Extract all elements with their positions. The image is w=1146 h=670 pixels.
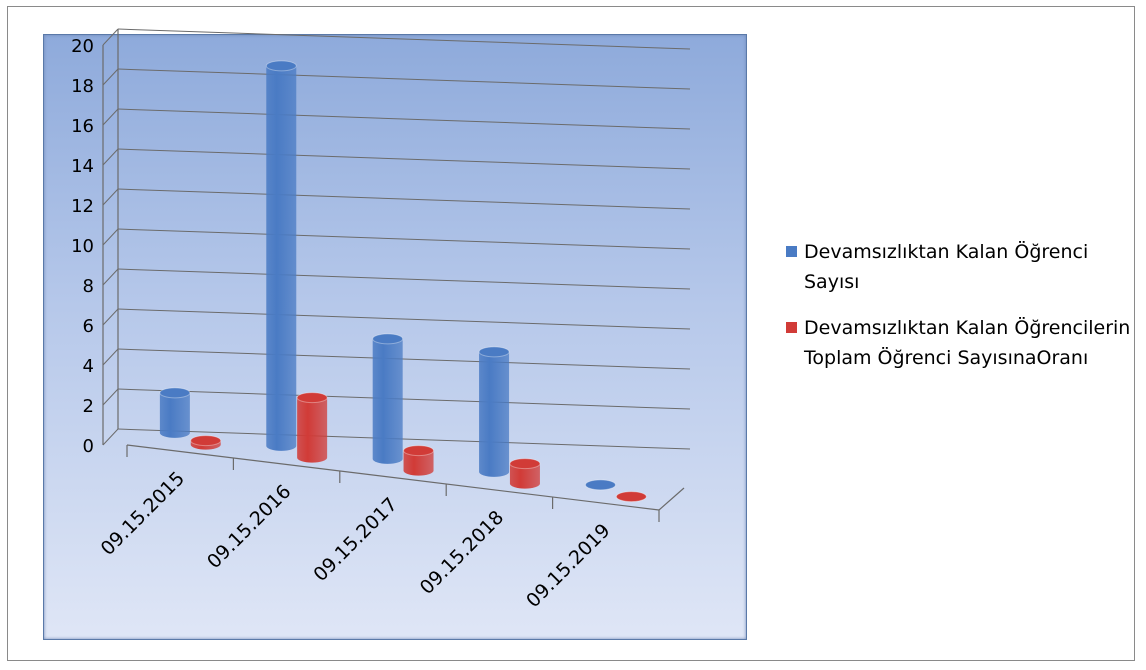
legend-swatch-series-2 (786, 322, 797, 333)
y-tick-label: 10 (71, 236, 94, 257)
legend-item-series-1: Devamsızlıktan Kalan Öğrenci Sayısı (786, 237, 1136, 297)
y-tick-label: 20 (71, 36, 94, 57)
legend-label-series-1: Devamsızlıktan Kalan Öğrenci Sayısı (804, 241, 1089, 293)
y-tick-label: 8 (83, 276, 94, 297)
bar-series-2 (509, 458, 541, 489)
bar-series-2 (615, 491, 647, 503)
bar-series-1 (159, 387, 191, 438)
y-axis-ticks: 0 2 4 6 8 10 12 14 16 18 20 (71, 36, 94, 457)
bar-series-2 (296, 392, 328, 463)
x-axis-ticks: 09.15.2015 09.15.2016 09.15.2017 09.15.2018… (97, 445, 660, 612)
bar-series-1 (584, 479, 616, 491)
gridlines (102, 28, 691, 511)
bar-series-1 (372, 333, 404, 464)
x-tick-label: 09.15.2019 (522, 519, 614, 611)
y-tick-label: 0 (83, 436, 94, 457)
y-tick-label: 16 (71, 116, 94, 137)
x-tick-label: 09.15.2015 (97, 467, 189, 559)
x-tick-label: 09.15.2016 (203, 480, 295, 572)
bars (159, 60, 647, 503)
x-tick-label: 09.15.2018 (416, 506, 508, 598)
x-tick-label: 09.15.2017 (309, 493, 401, 585)
y-tick-label: 12 (71, 196, 94, 217)
bar-series-2 (403, 445, 435, 476)
y-tick-label: 14 (71, 156, 94, 177)
legend-item-series-2: Devamsızlıktan Kalan Öğrencilerin Toplam… (786, 313, 1136, 373)
y-tick-label: 2 (83, 396, 94, 417)
legend-swatch-series-1 (786, 246, 797, 257)
chart-frame: 0 2 4 6 8 10 12 14 16 18 20 09.15.2015 09.15.2016 09… (7, 6, 1135, 661)
legend-label-series-2: Devamsızlıktan Kalan Öğrencilerin Toplam… (804, 317, 1131, 369)
bar-series-2 (190, 435, 222, 450)
legend: Devamsızlıktan Kalan Öğrenci Sayısı Deva… (786, 237, 1136, 389)
y-tick-label: 6 (83, 316, 94, 337)
bar-series-1 (478, 346, 510, 477)
y-tick-label: 18 (71, 76, 94, 97)
bar-series-1 (265, 60, 297, 451)
y-tick-label: 4 (83, 356, 94, 377)
